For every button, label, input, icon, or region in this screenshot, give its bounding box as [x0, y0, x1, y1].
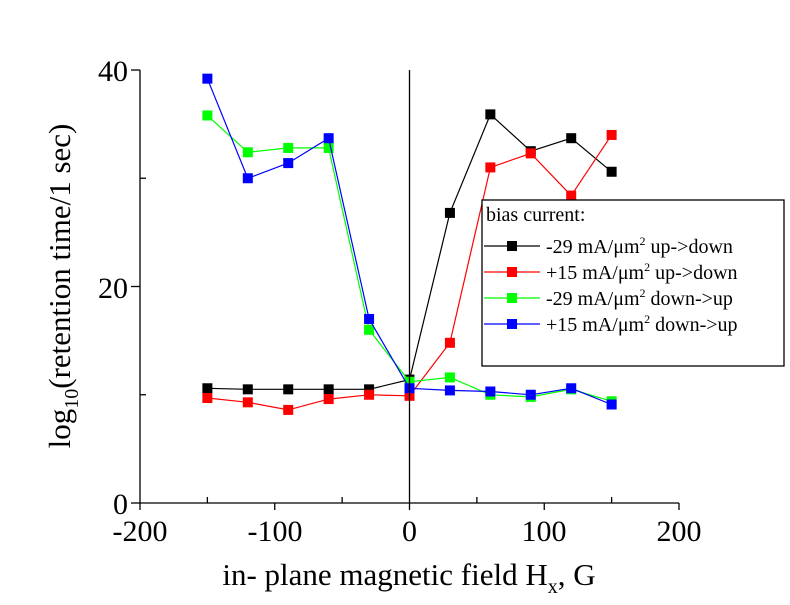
legend-item: -29 mA/μm2 down->up [484, 286, 733, 310]
ticks [131, 69, 680, 510]
legend-item: -29 mA/μm2 up->down [484, 234, 733, 258]
legend-label: +15 mA/μm2 up->down [546, 260, 738, 284]
data-point [283, 384, 294, 395]
data-point [202, 110, 213, 121]
x-tick-labels: -200 -100 0 100 200 [113, 515, 702, 548]
x-tick-label: -100 [248, 515, 303, 548]
data-point [242, 147, 253, 158]
legend-title: bias current: [486, 204, 585, 226]
data-point [323, 384, 334, 395]
data-point [283, 158, 294, 169]
legend-label: -29 mA/μm2 down->up [546, 286, 733, 310]
x-tick-label: 0 [402, 515, 417, 548]
data-point [242, 397, 253, 408]
y-tick-label: 20 [98, 272, 128, 305]
data-point [525, 389, 536, 400]
data-point [364, 324, 375, 335]
legend-label-suffix: down->up [650, 314, 737, 336]
y-axis-title: log10(retention time/1 sec) [42, 124, 83, 449]
x-tick-label: 100 [522, 515, 567, 548]
data-point [364, 384, 375, 395]
legend-label-main: -29 mA/μm [546, 288, 640, 310]
x-axis-title: in- plane magnetic field Hx, G [222, 557, 595, 598]
legend-items: -29 mA/μm2 up->down+15 mA/μm2 up->down-2… [484, 234, 738, 336]
legend-label-sup: 2 [640, 286, 646, 300]
legend-marker [507, 267, 517, 277]
data-point [606, 399, 617, 410]
y-tick-labels: 0 20 40 [98, 55, 128, 521]
data-point [242, 384, 253, 395]
x-axis-title-sub: x [548, 576, 558, 598]
legend-label-main: +15 mA/μm [546, 314, 645, 336]
legend-label-suffix: down->up [646, 288, 733, 310]
legend-label-main: -29 mA/μm [546, 236, 640, 258]
legend-label-suffix: up->down [650, 262, 737, 284]
legend-box [481, 199, 785, 367]
x-axis-title-suffix: , G [558, 557, 596, 592]
legend-label: -29 mA/μm2 up->down [546, 234, 733, 258]
legend-marker [507, 241, 517, 251]
data-point [202, 73, 213, 84]
data-point [485, 109, 496, 120]
legend-label-sup: 2 [644, 312, 650, 326]
legend-label-suffix: up->down [646, 236, 733, 258]
data-point [525, 148, 536, 159]
data-point [364, 389, 375, 400]
x-axis-title-main: in- plane magnetic field H [222, 557, 547, 592]
data-point [485, 162, 496, 173]
legend-item: +15 mA/μm2 up->down [484, 260, 738, 284]
data-point [323, 133, 334, 144]
data-point [566, 383, 577, 394]
data-point [202, 392, 213, 403]
data-point [242, 173, 253, 184]
data-point [606, 129, 617, 140]
legend-marker [507, 319, 517, 329]
legend-label-sup: 2 [640, 234, 646, 248]
data-point [444, 207, 455, 218]
y-tick-label: 0 [113, 488, 128, 521]
legend-label-sup: 2 [644, 260, 650, 274]
legend-item: +15 mA/μm2 down->up [484, 312, 738, 336]
data-point [364, 313, 375, 324]
data-point [485, 386, 496, 397]
y-axis-title-prefix: log [42, 409, 77, 449]
legend-marker [507, 293, 517, 303]
data-point [283, 404, 294, 415]
data-point [323, 142, 334, 153]
data-point [444, 372, 455, 383]
legend-label: +15 mA/μm2 down->up [546, 312, 738, 336]
y-tick-label: 40 [98, 55, 128, 88]
legend-label-main: +15 mA/μm [546, 262, 645, 284]
y-axis-title-sub: 10 [61, 389, 83, 409]
legend: bias current: -29 mA/μm2 up->down+15 mA/… [481, 199, 785, 367]
data-point [202, 383, 213, 394]
data-point [444, 337, 455, 348]
y-axis-title-main: (retention time/1 sec) [42, 124, 77, 389]
data-point [283, 142, 294, 153]
data-point [323, 394, 334, 405]
x-tick-label: -200 [113, 515, 168, 548]
data-point [566, 133, 577, 144]
data-point [566, 190, 577, 201]
data-point [606, 166, 617, 177]
x-tick-label: 200 [657, 515, 702, 548]
data-point [444, 385, 455, 396]
